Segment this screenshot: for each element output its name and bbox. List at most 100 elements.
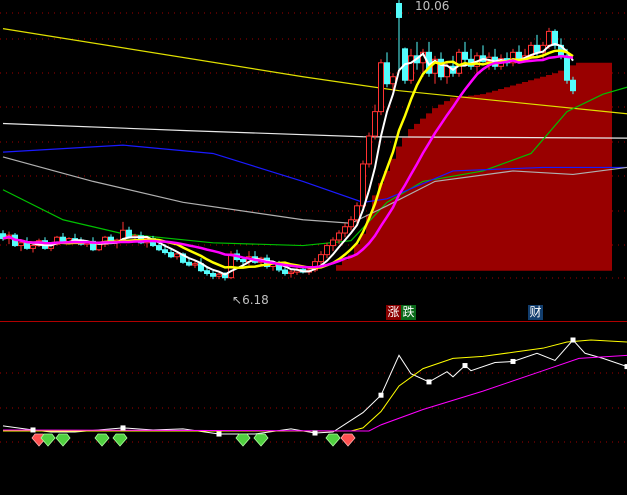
candle[interactable] xyxy=(396,0,402,70)
indicator-marker xyxy=(378,392,384,398)
candle-body xyxy=(570,79,576,92)
candle[interactable] xyxy=(552,29,558,49)
candle[interactable] xyxy=(426,41,432,77)
candle-body xyxy=(228,253,234,279)
candle[interactable] xyxy=(330,237,336,252)
rise-tag[interactable]: 涨 xyxy=(386,305,401,320)
indicator-marker xyxy=(120,425,126,431)
candle-body xyxy=(216,273,222,277)
indicator-marker xyxy=(624,364,627,370)
indicator-marker xyxy=(510,358,516,364)
candle-body xyxy=(156,245,162,251)
candle[interactable] xyxy=(192,260,198,268)
candle[interactable] xyxy=(492,48,498,70)
candle-body xyxy=(396,2,402,18)
candle-body xyxy=(126,229,132,238)
green-diamond-icon xyxy=(94,433,110,447)
candle[interactable] xyxy=(384,52,390,88)
candle-body xyxy=(534,44,540,53)
candle[interactable] xyxy=(366,132,372,168)
candle[interactable] xyxy=(408,48,414,84)
candle-body xyxy=(408,55,414,81)
candle-body xyxy=(366,135,372,165)
candle[interactable] xyxy=(318,251,324,266)
candle[interactable] xyxy=(450,55,456,77)
candle-body xyxy=(336,232,342,241)
candle-body xyxy=(510,51,516,64)
candle[interactable] xyxy=(510,48,516,67)
candle[interactable] xyxy=(210,270,216,280)
candle-body xyxy=(192,263,198,266)
candle-body xyxy=(372,111,378,137)
candle-body xyxy=(162,249,168,254)
candle[interactable] xyxy=(336,230,342,245)
candle[interactable] xyxy=(348,216,354,231)
green-diamond-icon xyxy=(112,433,128,447)
candle[interactable] xyxy=(288,269,294,278)
candle-body xyxy=(438,58,444,78)
candle-body xyxy=(186,261,192,266)
candle[interactable] xyxy=(324,242,330,259)
indicator-line-1 xyxy=(3,339,627,432)
candle-body xyxy=(342,226,348,234)
candle-body xyxy=(318,254,324,263)
candle[interactable] xyxy=(168,248,174,259)
candle-body xyxy=(330,239,336,247)
low-price-label: ↖6.18 xyxy=(232,293,269,307)
low-price-value: 6.18 xyxy=(242,293,269,307)
candle[interactable] xyxy=(570,76,576,95)
candle-body xyxy=(24,242,30,249)
green-diamond-icon xyxy=(325,433,341,447)
candle[interactable] xyxy=(0,230,6,241)
candle[interactable] xyxy=(252,251,258,264)
candle[interactable] xyxy=(462,41,468,63)
candle[interactable] xyxy=(186,258,192,267)
fall-tag[interactable]: 跌 xyxy=(401,305,416,320)
indicator-marker xyxy=(312,430,318,436)
candle-body xyxy=(324,245,330,256)
green-diamond-icon xyxy=(253,433,269,447)
candle[interactable] xyxy=(90,237,96,252)
candle-body xyxy=(30,245,36,249)
candle-body xyxy=(354,205,360,221)
arrow-icon: ↖ xyxy=(232,293,243,307)
indicator-marker xyxy=(426,379,432,385)
candle[interactable] xyxy=(360,160,366,210)
indicator-line-2 xyxy=(2,354,627,432)
indicator-marker xyxy=(30,427,36,433)
candle-body xyxy=(210,272,216,277)
red-diamond-icon xyxy=(340,433,356,447)
candle-body xyxy=(348,219,354,228)
candle[interactable] xyxy=(372,104,378,140)
candle-body xyxy=(96,243,102,251)
candle-body xyxy=(564,55,570,81)
candle[interactable] xyxy=(342,223,348,238)
candle-body xyxy=(390,76,396,85)
candle[interactable] xyxy=(30,244,36,253)
chip-area xyxy=(336,62,612,271)
candle-body xyxy=(360,163,366,207)
finance-tag[interactable]: 财 xyxy=(528,305,543,320)
candle[interactable] xyxy=(378,59,384,116)
candle[interactable] xyxy=(468,48,474,70)
candle-body xyxy=(0,233,6,240)
candle[interactable] xyxy=(18,240,24,252)
ma20-line xyxy=(2,54,574,269)
green-diamond-icon xyxy=(40,433,56,447)
candle-body xyxy=(552,30,558,46)
candle-body xyxy=(282,269,288,274)
indicator-marker xyxy=(216,431,222,437)
green-diamond-icon xyxy=(235,433,251,447)
candle[interactable] xyxy=(414,41,420,70)
candle-body xyxy=(174,253,180,258)
candle-body xyxy=(168,252,174,258)
candle[interactable] xyxy=(216,272,222,280)
ma-long-line-0 xyxy=(2,28,627,115)
candle-body xyxy=(288,271,294,274)
candle[interactable] xyxy=(504,52,510,67)
candle[interactable] xyxy=(354,202,360,224)
candle[interactable] xyxy=(438,52,444,81)
ma-long-line-4 xyxy=(2,156,627,224)
ma-long-line-1 xyxy=(2,122,627,139)
